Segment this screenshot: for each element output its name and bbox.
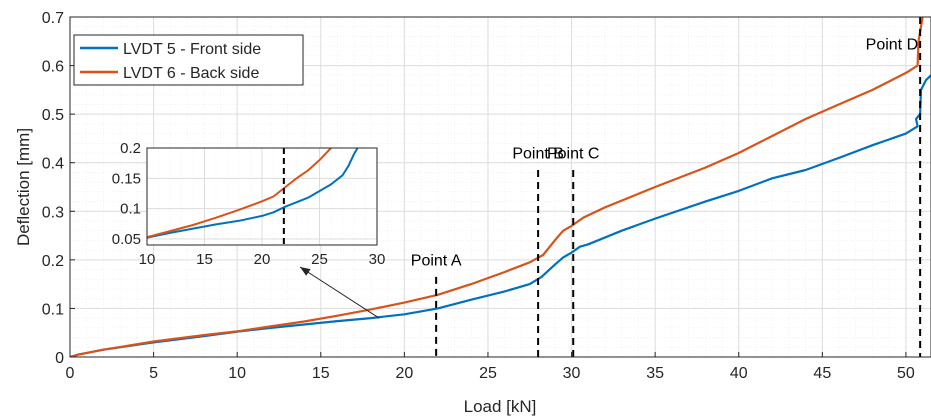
x-tick-label: 40 (730, 365, 748, 382)
x-tick-label: 0 (66, 365, 75, 382)
arrow-shaft (299, 266, 380, 319)
y-tick-label: 0.7 (42, 10, 64, 27)
inset-series-line-lvdt6 (147, 148, 332, 239)
y-tick-label: 0.4 (42, 156, 64, 173)
x-tick-label: 45 (813, 365, 831, 382)
marker-label-point-b: Point B (512, 146, 564, 163)
x-tick-label: 50 (897, 365, 915, 382)
y-axis-label: Deflection [mm] (14, 128, 33, 246)
x-tick-label: 5 (149, 365, 158, 382)
inset-chart: 10 15 20 25 30 0.05 0.1 0.15 0.2 (112, 140, 386, 268)
series-line-lvdt6 (70, 17, 924, 357)
inset-y-tick-label: 0.2 (120, 140, 141, 157)
minor-grid (70, 17, 931, 357)
y-tick-label: 0 (55, 350, 64, 367)
x-tick-label: 15 (312, 365, 330, 382)
y-tick-label: 0.1 (42, 301, 64, 318)
marker-label-point-d: Point D (866, 36, 918, 53)
inset-y-tick-label: 0.1 (120, 201, 141, 218)
legend-box (73, 34, 304, 86)
legend-label-lvdt6: LVDT 6 - Back side (123, 65, 259, 82)
inset-series-line-lvdt5 (147, 148, 359, 239)
y-tick-label: 0.3 (42, 204, 64, 221)
main-series-group (70, 17, 931, 357)
x-tick-label: 30 (563, 365, 581, 382)
inset-x-tick-label: 20 (254, 251, 271, 268)
x-tick-labels: 0 5 10 15 20 25 30 35 40 45 50 (66, 352, 915, 382)
inset-pointer-arrow (299, 266, 380, 319)
inset-frame (146, 147, 378, 246)
y-tick-labels: 0 0.1 0.2 0.3 0.4 0.5 0.6 0.7 (42, 10, 75, 367)
inset-series-group (147, 148, 359, 239)
legend: LVDT 5 - Front side LVDT 6 - Back side (73, 34, 304, 86)
x-tick-label: 35 (646, 365, 664, 382)
inset-x-tick-label: 30 (369, 251, 386, 268)
x-tick-label: 20 (395, 365, 413, 382)
plot-frame (69, 16, 931, 358)
marker-label-point-c: Point C (547, 146, 599, 163)
inset-y-tick-label: 0.15 (112, 170, 141, 187)
y-tick-label: 0.5 (42, 107, 64, 124)
marker-label-point-a: Point A (411, 253, 462, 270)
inset-x-tick-label: 15 (196, 251, 213, 268)
x-tick-label: 25 (479, 365, 497, 382)
series-line-lvdt5 (70, 74, 931, 357)
y-tick-label: 0.6 (42, 59, 64, 76)
inset-y-tick-labels: 0.05 0.1 0.15 0.2 (112, 140, 141, 248)
y-tick-label: 0.2 (42, 253, 64, 270)
x-axis-label: Load [kN] (464, 397, 537, 416)
arrow-head (300, 267, 311, 276)
inset-y-tick-label: 0.05 (112, 231, 141, 248)
inset-x-tick-label: 10 (139, 251, 156, 268)
x-tick-label: 10 (228, 365, 246, 382)
inset-x-tick-labels: 10 15 20 25 30 (139, 251, 386, 268)
inset-x-tick-label: 25 (311, 251, 328, 268)
legend-label-lvdt5: LVDT 5 - Front side (123, 41, 261, 58)
